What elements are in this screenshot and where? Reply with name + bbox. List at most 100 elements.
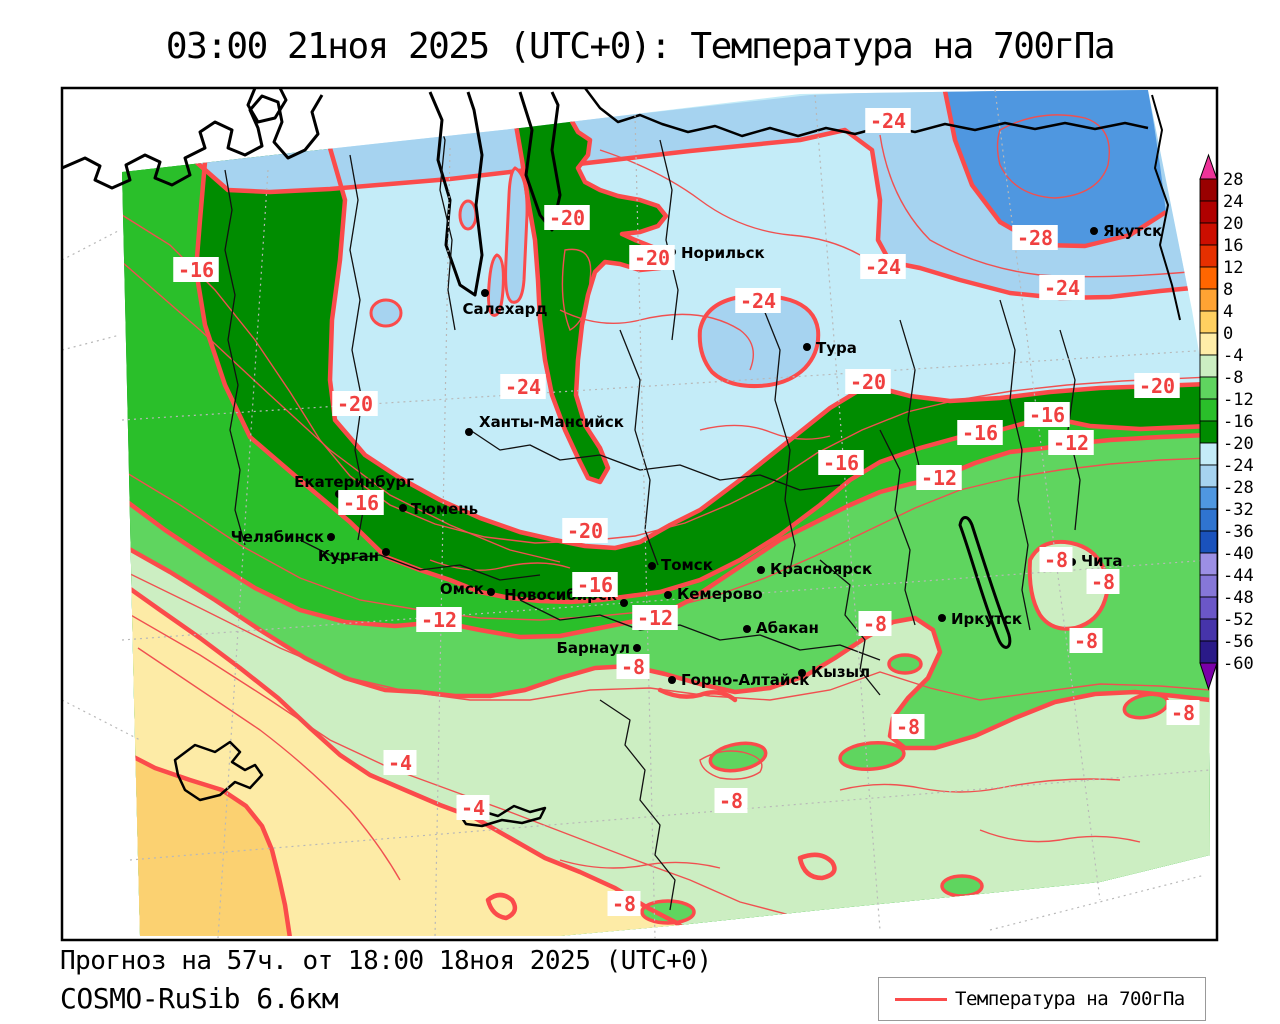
- contour-label-box: [173, 257, 219, 282]
- legend-box: Температура на 700гПа: [878, 977, 1206, 1021]
- contour-label: -20: [634, 246, 670, 270]
- contour-label: -24: [505, 375, 541, 399]
- city-marker: [399, 504, 407, 512]
- city-marker: [798, 669, 806, 677]
- model-info: COSMO-RuSib 6.6км: [60, 982, 339, 1015]
- city-marker: [757, 566, 765, 574]
- contour-thin-minus30: [996, 114, 1110, 199]
- colorbar-cell: [1199, 420, 1218, 444]
- city-label: Тура: [816, 339, 857, 357]
- contour-label-box: [818, 450, 864, 475]
- city-label: Абакан: [756, 619, 819, 637]
- colorbar-tick-label: -60: [1223, 654, 1254, 674]
- contour-label: -8: [863, 612, 887, 636]
- contour-label-box: [1048, 430, 1094, 455]
- contour-label: -20: [850, 370, 886, 394]
- contour-label: -16: [1029, 403, 1065, 427]
- colorbar-cell: [1199, 376, 1218, 400]
- city-marker: [668, 676, 676, 684]
- colorbar-tick-label: 28: [1223, 170, 1243, 190]
- contour-label-box: [1012, 225, 1058, 250]
- colorbar-tick-label: -16: [1223, 412, 1254, 432]
- contour-label: -4: [388, 751, 412, 775]
- coastlines: [61, 87, 1181, 828]
- contour-label: -16: [343, 491, 379, 515]
- contour-label-box: [338, 490, 384, 515]
- colorbar-cell: [1199, 178, 1218, 202]
- contour-label-box: [544, 205, 590, 230]
- contour-label: -8: [621, 655, 645, 679]
- city-marker: [648, 562, 656, 570]
- colorbar-tick-label: 20: [1223, 214, 1243, 234]
- contour-0: [122, 749, 293, 936]
- lake-south: [460, 804, 547, 828]
- contour-label-box: [860, 254, 906, 279]
- patch-minus24-28-boundary: [193, 127, 1193, 301]
- city-label: Кызыл: [811, 663, 870, 681]
- city-label: Якутск: [1103, 222, 1162, 240]
- city-marker: [327, 533, 335, 541]
- colorbar-under-arrow: [1199, 662, 1218, 691]
- colorbar-cell: [1199, 310, 1218, 334]
- contour-label: -4: [461, 796, 485, 820]
- coast-ne: [1151, 94, 1181, 321]
- contour-label-box: [632, 605, 678, 630]
- contour-label: -8: [1074, 629, 1098, 653]
- city-marker: [481, 289, 489, 297]
- contour-label: -12: [921, 466, 957, 490]
- contour-label: -24: [865, 255, 901, 279]
- contour-label: -12: [1053, 431, 1089, 455]
- contour-minus8: [122, 542, 1210, 751]
- colorbar-cell: [1199, 354, 1218, 378]
- colorbar-cell: [1199, 464, 1218, 488]
- contour-label-box: [1039, 275, 1085, 300]
- contour-label-box: [891, 714, 925, 739]
- colorbar-cell: [1199, 200, 1218, 224]
- lake-baikal: [958, 516, 1012, 649]
- colorbar-tick-label: -48: [1223, 588, 1254, 608]
- contour-minus12: [122, 432, 1210, 640]
- colorbar-cell: [1199, 508, 1218, 532]
- city-marker: [620, 599, 628, 607]
- colorbar-tick-label: -24: [1223, 456, 1254, 476]
- contour-label-box: [957, 420, 1003, 445]
- city-label: Салехард: [463, 300, 548, 318]
- colorbar-cell: [1199, 398, 1218, 422]
- contour-label: -8: [1044, 548, 1068, 572]
- contour-se-squiggle2: [797, 852, 837, 881]
- contour-label: -8: [896, 715, 920, 739]
- contour-label: -8: [612, 892, 636, 916]
- colorbar-cell: [1199, 244, 1218, 268]
- city-marker: [382, 548, 390, 556]
- city-marker: [633, 644, 641, 652]
- legend-label: Температура на 700гПа: [955, 988, 1185, 1010]
- colorbar-tick-label: 8: [1223, 280, 1233, 300]
- colorbar-cell: [1199, 618, 1218, 642]
- city-label: Кемерово: [677, 585, 763, 603]
- contour-label: -12: [637, 606, 673, 630]
- colorbar-tick-label: -56: [1223, 632, 1254, 652]
- contour-label-box: [1086, 569, 1120, 594]
- city-marker: [743, 625, 751, 633]
- contour-label-box: [714, 788, 748, 813]
- colorbar-tick-label: -8: [1223, 368, 1243, 388]
- colorbar-tick-label: -52: [1223, 610, 1254, 630]
- colorbar-tick-label: -28: [1223, 478, 1254, 498]
- city-label: Томск: [661, 556, 713, 574]
- contour-label-box: [1024, 402, 1070, 427]
- contour-label: -28: [1017, 226, 1053, 250]
- city-marker: [803, 343, 811, 351]
- contour-label-box: [735, 288, 781, 313]
- patch-minus28-32: [945, 90, 1166, 246]
- contour-label: -8: [1171, 701, 1195, 725]
- contour-label-box: [865, 108, 911, 133]
- contour-se-squiggle3: [485, 892, 518, 921]
- contour-label: -20: [337, 392, 373, 416]
- contour-label: -16: [962, 421, 998, 445]
- contour-label: -12: [421, 608, 457, 632]
- contour-label-box: [629, 245, 675, 270]
- contour-labels-layer: -16-20-20-24-24-24-28-24-20-24 -20 -20-16-…: [173, 108, 1200, 916]
- forecast-info: Прогноз на 57ч. от 18:00 18ноя 2025 (UTC…: [60, 946, 712, 976]
- contour-label-box: [616, 654, 650, 679]
